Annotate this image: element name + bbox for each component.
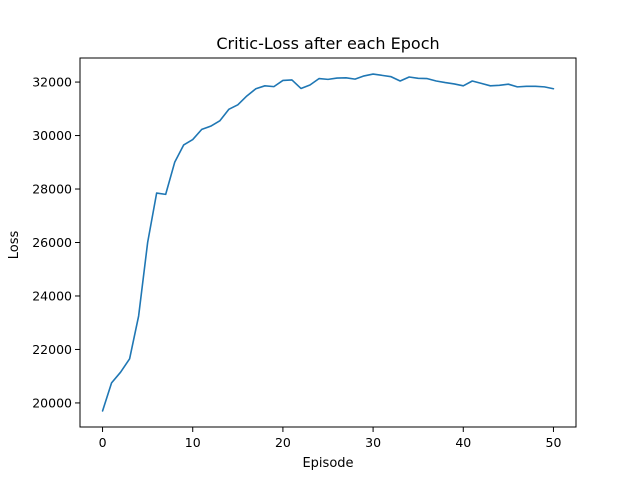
- data-point: [318, 78, 320, 80]
- data-point: [147, 242, 149, 244]
- data-point: [273, 86, 275, 88]
- y-tick-label: 24000: [32, 288, 72, 303]
- data-point: [426, 78, 428, 80]
- series-line: [101, 73, 555, 412]
- x-axis-label: Episode: [302, 456, 353, 471]
- x-tick-label: 0: [99, 435, 107, 450]
- data-point: [526, 86, 528, 88]
- data-point: [399, 80, 401, 82]
- y-tick-label: 20000: [32, 395, 72, 410]
- data-point: [381, 75, 383, 77]
- data-point: [192, 139, 194, 141]
- data-point: [417, 78, 419, 80]
- data-point: [327, 79, 329, 81]
- data-point: [481, 83, 483, 85]
- x-tick-label: 30: [365, 435, 381, 450]
- data-point: [462, 85, 464, 87]
- data-point: [490, 85, 492, 87]
- data-point: [255, 88, 257, 90]
- data-point: [138, 315, 140, 317]
- data-point: [111, 382, 113, 384]
- y-tick-label: 28000: [32, 182, 72, 197]
- data-point: [246, 95, 248, 97]
- series-layer: [101, 73, 555, 412]
- data-point: [535, 86, 537, 88]
- data-point: [363, 75, 365, 77]
- data-point: [300, 88, 302, 90]
- x-tick-label: 20: [275, 435, 291, 450]
- data-point: [210, 125, 212, 127]
- x-tick-label: 50: [546, 435, 562, 450]
- data-point: [408, 76, 410, 78]
- y-tick-label: 26000: [32, 235, 72, 250]
- data-point: [453, 83, 455, 85]
- data-point: [544, 86, 546, 88]
- y-tick-label: 30000: [32, 128, 72, 143]
- data-point: [237, 104, 239, 106]
- data-point: [471, 80, 473, 82]
- data-point: [183, 144, 185, 146]
- data-point: [517, 86, 519, 88]
- data-point: [435, 80, 437, 82]
- data-point: [309, 84, 311, 86]
- data-point: [219, 120, 221, 122]
- data-point: [372, 73, 374, 75]
- y-axis-label: Loss: [7, 231, 22, 260]
- data-point: [508, 83, 510, 85]
- ticks-layer: 0 10 20 30 40 50 20000 22000 24000 26000 28000 3000…: [32, 75, 561, 450]
- data-point: [165, 194, 167, 196]
- plot-frame: [79, 57, 577, 428]
- data-point: [201, 129, 203, 131]
- data-point: [444, 82, 446, 84]
- data-point: [156, 192, 158, 194]
- data-point: [129, 358, 131, 360]
- data-point: [228, 109, 230, 111]
- data-point: [553, 88, 555, 90]
- data-point: [354, 78, 356, 80]
- data-point: [174, 161, 176, 163]
- x-tick-label: 40: [455, 435, 471, 450]
- data-point: [102, 410, 104, 412]
- chart-title: Critic-Loss after each Epoch: [216, 34, 439, 53]
- data-point: [499, 84, 501, 86]
- data-point: [120, 371, 122, 373]
- data-point: [390, 76, 392, 78]
- data-point: [282, 80, 284, 82]
- x-tick-label: 10: [185, 435, 201, 450]
- data-point: [345, 77, 347, 79]
- data-point: [291, 79, 293, 81]
- data-point: [336, 77, 338, 79]
- y-tick-label: 22000: [32, 342, 72, 357]
- data-point: [264, 85, 266, 87]
- y-tick-label: 32000: [32, 75, 72, 90]
